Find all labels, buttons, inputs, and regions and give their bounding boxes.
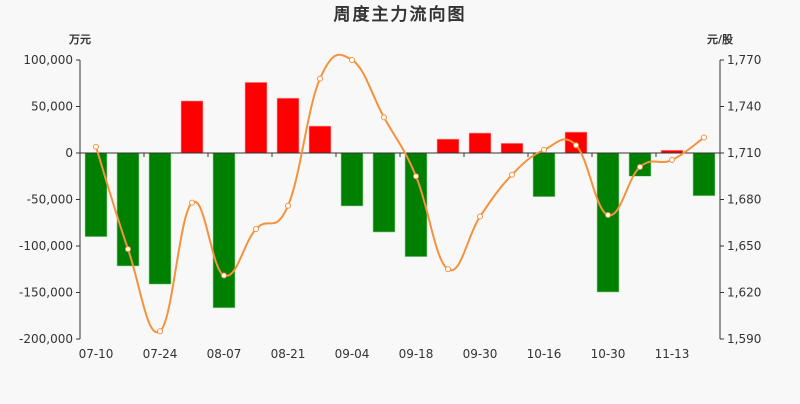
x-tick-label: 09-30 xyxy=(463,347,498,361)
left-tick-label: 100,000 xyxy=(23,53,73,67)
left-tick-label: 0 xyxy=(65,146,73,160)
bar xyxy=(692,152,716,197)
price-point xyxy=(381,114,387,121)
bar xyxy=(372,152,396,233)
price-point xyxy=(189,199,195,206)
price-point xyxy=(413,173,419,180)
right-tick-label: 1,770 xyxy=(727,53,761,67)
bar xyxy=(148,152,172,285)
left-tick-label: -150,000 xyxy=(19,286,73,300)
x-tick-label: 09-04 xyxy=(335,347,370,361)
x-tick-label: 07-24 xyxy=(143,347,178,361)
price-point xyxy=(573,142,579,149)
left-tick-label: -100,000 xyxy=(19,239,73,253)
x-tick-label: 11-13 xyxy=(655,347,690,361)
bar xyxy=(596,152,620,293)
bar xyxy=(276,97,300,154)
price-point xyxy=(349,57,355,63)
price-point xyxy=(509,171,515,178)
bar xyxy=(500,142,524,154)
price-point xyxy=(477,213,483,220)
right-tick-label: 1,590 xyxy=(727,332,761,346)
price-point xyxy=(253,225,259,232)
right-tick-label: 1,740 xyxy=(727,100,761,114)
right-tick-label: 1,680 xyxy=(727,193,761,207)
bar xyxy=(244,82,268,154)
price-point xyxy=(157,328,163,335)
price-point xyxy=(701,134,707,141)
x-tick-label: 10-30 xyxy=(591,347,626,361)
x-tick-label: 10-16 xyxy=(527,347,562,361)
right-tick-label: 1,650 xyxy=(727,239,761,253)
left-axis-unit: 万元 xyxy=(68,33,91,46)
x-tick-label: 07-10 xyxy=(79,347,114,361)
right-axis-unit: 元/股 xyxy=(707,33,734,46)
right-tick-label: 1,710 xyxy=(727,146,761,160)
price-point xyxy=(605,212,611,218)
bar xyxy=(532,152,556,198)
left-tick-label: -200,000 xyxy=(19,332,73,346)
bar xyxy=(84,152,108,237)
bar xyxy=(340,152,364,207)
bar xyxy=(212,152,236,309)
price-point xyxy=(637,163,643,170)
bar xyxy=(308,125,332,154)
price-point xyxy=(125,246,131,253)
x-tick-label: 08-21 xyxy=(271,347,306,361)
bar xyxy=(436,138,460,154)
bar xyxy=(404,152,428,257)
x-tick-label: 09-18 xyxy=(399,347,434,361)
price-point xyxy=(445,266,451,273)
price-point xyxy=(669,156,675,163)
x-tick-label: 08-07 xyxy=(207,347,242,361)
price-point xyxy=(285,202,291,209)
left-tick-label: 50,000 xyxy=(31,100,73,114)
chart-title: 周度主力流向图 xyxy=(334,4,467,25)
price-point xyxy=(541,146,547,153)
bar xyxy=(468,132,492,154)
price-point xyxy=(93,143,99,150)
price-point xyxy=(221,272,227,279)
left-tick-label: -50,000 xyxy=(27,193,73,207)
price-point xyxy=(317,75,323,82)
right-tick-label: 1,620 xyxy=(727,286,761,300)
bar xyxy=(180,100,204,154)
